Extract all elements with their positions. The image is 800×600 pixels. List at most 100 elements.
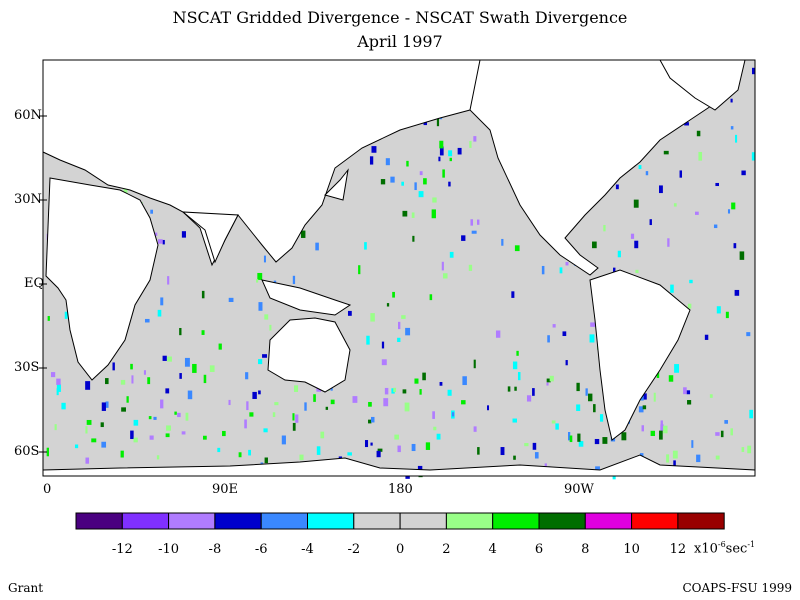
divergence-speckle	[133, 419, 139, 426]
divergence-speckle	[684, 122, 689, 126]
lon-label-90w: 90W	[564, 482, 594, 497]
divergence-speckle	[613, 267, 616, 274]
divergence-speckle	[181, 431, 186, 435]
divergence-speckle	[635, 269, 639, 274]
divergence-speckle	[256, 279, 259, 283]
divergence-speckle	[130, 430, 134, 440]
divergence-speckle	[716, 306, 721, 314]
divergence-speckle	[330, 399, 335, 405]
divergence-speckle	[257, 272, 263, 280]
colorbar-swatch	[353, 512, 401, 530]
colorbar-swatch	[399, 512, 447, 530]
divergence-speckle	[263, 428, 268, 433]
divergence-speckle	[559, 267, 563, 274]
colorbar	[75, 512, 725, 530]
colorbar-swatch	[538, 512, 586, 530]
divergence-speckle	[667, 238, 670, 247]
divergence-speckle	[228, 399, 231, 406]
divergence-speckle	[165, 388, 170, 394]
divergence-speckle	[313, 394, 316, 402]
divergence-speckle	[315, 242, 319, 251]
divergence-speckle	[511, 291, 515, 298]
divergence-speckle	[749, 409, 754, 419]
divergence-speckle	[366, 335, 370, 345]
colorbar-swatch	[631, 512, 679, 530]
divergence-speckle	[217, 447, 221, 453]
divergence-speckle	[733, 243, 737, 249]
divergence-speckle	[432, 197, 437, 203]
divergence-speckle	[470, 219, 474, 226]
divergence-speckle	[576, 382, 580, 392]
divergence-speckle	[696, 454, 701, 463]
divergence-speckle	[203, 374, 207, 384]
divergence-speckle	[160, 399, 164, 409]
divergence-speckle	[739, 251, 745, 260]
divergence-speckle	[687, 303, 692, 309]
australia-landmass	[267, 317, 351, 393]
divergence-speckle	[500, 447, 505, 456]
divergence-speckle	[383, 398, 389, 407]
divergence-speckle	[555, 423, 559, 430]
divergence-speckle	[228, 297, 234, 303]
divergence-speckle	[442, 273, 448, 279]
divergence-speckle	[370, 416, 375, 423]
antarctica-landmass	[42, 454, 756, 477]
colorbar-tick-label: -4	[301, 542, 314, 557]
divergence-speckle	[731, 202, 736, 210]
divergence-speckle	[130, 363, 133, 370]
divergence-speckle	[568, 432, 571, 441]
divergence-speckle	[105, 401, 109, 408]
colorbar-tick-label: -2	[347, 542, 361, 557]
divergence-speckle	[670, 284, 674, 293]
divergence-speckle	[501, 238, 504, 246]
divergence-speckle	[47, 316, 50, 321]
divergence-speckle	[660, 420, 663, 428]
divergence-speckle	[451, 412, 455, 417]
divergence-speckle	[507, 386, 511, 392]
divergence-speckle	[495, 330, 501, 338]
divergence-speckle	[46, 447, 49, 457]
divergence-speckle	[347, 452, 352, 456]
divergence-speckle	[730, 98, 733, 103]
divergence-speckle	[133, 437, 138, 443]
divergence-speckle	[549, 375, 554, 382]
colorbar-tick-label: 10	[623, 542, 640, 557]
divergence-speckle	[663, 425, 668, 434]
divergence-speckle	[516, 350, 519, 356]
divergence-speckle	[121, 407, 126, 412]
divergence-speckle	[91, 438, 97, 443]
divergence-speckle	[487, 405, 490, 411]
lat-label-60n: 60N	[14, 108, 42, 123]
divergence-speckle	[358, 265, 361, 275]
divergence-speckle	[187, 390, 193, 400]
map-frame	[42, 59, 756, 477]
divergence-speckle	[725, 311, 729, 319]
divergence-speckle	[294, 385, 299, 392]
divergence-speckle	[447, 389, 452, 396]
divergence-speckle	[352, 396, 358, 403]
divergence-speckle	[589, 334, 595, 343]
divergence-speckle	[249, 412, 254, 417]
divergence-speckle	[546, 382, 549, 386]
colorbar-unit: x10-6sec-1	[694, 540, 755, 556]
divergence-speckle	[638, 406, 644, 413]
divergence-speckle	[724, 420, 728, 424]
divergence-speckle	[263, 255, 266, 263]
divergence-speckle	[751, 67, 755, 75]
divergence-speckle	[513, 455, 516, 460]
divergence-speckle	[439, 381, 443, 386]
divergence-speckle	[325, 406, 329, 410]
divergence-speckle	[431, 209, 436, 219]
divergence-speckle	[120, 450, 124, 458]
divergence-speckle	[179, 327, 182, 336]
divergence-speckle	[457, 147, 462, 155]
divergence-speckle	[715, 182, 720, 187]
divergence-speckle	[292, 413, 295, 421]
divergence-speckle	[593, 404, 596, 413]
divergence-speckle	[404, 402, 410, 412]
divergence-speckle	[148, 416, 152, 420]
divergence-speckle	[157, 309, 162, 317]
divergence-speckle	[61, 402, 66, 410]
divergence-speckle	[264, 457, 268, 464]
divergence-speckle	[390, 176, 395, 183]
